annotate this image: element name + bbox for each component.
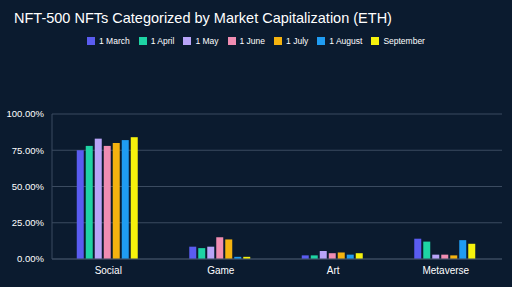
html-text:1 May: 1 May (195, 36, 219, 46)
html-text:1 June: 1 June (239, 36, 266, 46)
html-text:1 July: 1 July (286, 36, 309, 46)
html-text:NFT-500 NFTs Categorized by Ma: NFT-500 NFTs Categorized by Market Capit… (14, 10, 392, 26)
svg-text:Art: Art (327, 265, 340, 276)
svg-text:Metaverse: Metaverse (422, 265, 469, 276)
html-text:1 August: 1 August (329, 36, 363, 46)
svg-text:100.00%: 100.00% (8, 108, 45, 119)
svg-text:Social: Social (95, 265, 122, 276)
html-text:1 April: 1 April (150, 36, 175, 46)
html-text:September: September (383, 36, 425, 46)
svg-text:75.00%: 75.00% (12, 145, 45, 156)
svg-text:0.00%: 0.00% (17, 253, 44, 264)
svg-text:25.00%: 25.00% (12, 217, 45, 228)
html-text:1 March: 1 March (99, 36, 130, 46)
svg-text:50.00%: 50.00% (12, 181, 45, 192)
svg-text:Game: Game (207, 265, 235, 276)
